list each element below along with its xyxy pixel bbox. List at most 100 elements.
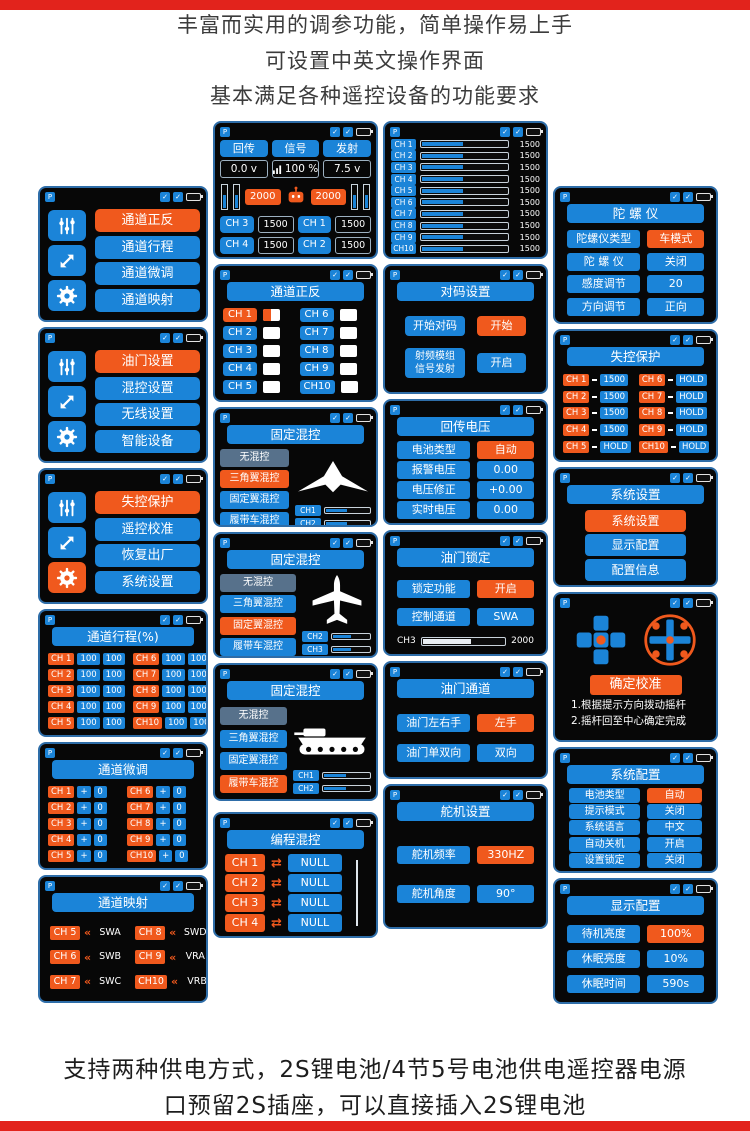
reverse-checkbox[interactable]	[263, 309, 280, 321]
trim-value[interactable]: 0	[93, 850, 107, 862]
trim-sign[interactable]: +	[156, 818, 170, 830]
setting-value[interactable]: 100%	[647, 925, 704, 943]
travel-value[interactable]: 100	[187, 701, 206, 713]
mix-target[interactable]: NULL	[287, 914, 342, 932]
sliders-icon[interactable]	[48, 351, 86, 382]
gear-icon[interactable]	[48, 421, 86, 452]
trim-sign[interactable]: +	[156, 786, 170, 798]
stick-arrows-icon[interactable]	[48, 245, 86, 276]
travel-value[interactable]: 100	[102, 653, 125, 665]
menu-item-channel-reverse[interactable]: 通道正反	[95, 209, 200, 233]
trim-value[interactable]: 0	[93, 802, 107, 814]
option-tank-mix[interactable]: 履带车混控	[220, 512, 289, 525]
mapping-source[interactable]: SWC	[99, 975, 122, 987]
sliders-icon[interactable]	[48, 492, 86, 523]
gear-icon[interactable]	[48, 280, 86, 311]
setting-value[interactable]: 关闭	[647, 804, 702, 820]
setting-value[interactable]: 590s	[647, 975, 704, 993]
reverse-checkbox[interactable]	[339, 327, 357, 339]
setting-value[interactable]: 车模式	[647, 230, 704, 249]
trim-sign[interactable]: +	[156, 834, 170, 846]
trim-sign[interactable]: +	[159, 850, 173, 862]
travel-value[interactable]: 100	[187, 653, 206, 665]
mapping-source[interactable]: SWD	[183, 926, 207, 938]
reverse-checkbox[interactable]	[263, 327, 280, 339]
travel-value[interactable]: 100	[77, 653, 100, 665]
travel-value[interactable]: 100	[77, 685, 100, 697]
setting-value[interactable]: 90°	[477, 885, 534, 904]
stick-arrows-icon[interactable]	[48, 386, 86, 417]
gear-icon[interactable]	[48, 562, 86, 593]
setting-value[interactable]: 正向	[647, 297, 704, 316]
travel-value[interactable]: 100	[77, 717, 100, 729]
trim-sign[interactable]: +	[77, 786, 91, 798]
travel-value[interactable]: 100	[187, 669, 206, 681]
mix-target[interactable]: NULL	[287, 874, 342, 892]
confirm-calibration-button[interactable]: 确定校准	[589, 675, 682, 695]
setting-value[interactable]: 0.00	[477, 501, 534, 519]
trim-sign[interactable]: +	[77, 802, 91, 814]
mix-target[interactable]: NULL	[287, 854, 342, 872]
reverse-checkbox[interactable]	[339, 309, 357, 321]
trim-value[interactable]: 0	[172, 834, 186, 846]
mapping-source[interactable]: SWA	[99, 926, 121, 938]
menu-item-channel-trim[interactable]: 通道微调	[95, 262, 200, 286]
menu-item-mix-setting[interactable]: 混控设置	[95, 376, 200, 400]
setting-value[interactable]: 关闭	[647, 852, 702, 868]
trim-sign[interactable]: +	[77, 834, 91, 846]
option-fixed-wing-mix[interactable]: 固定翼混控	[220, 491, 289, 509]
failsafe-value[interactable]: 1500	[600, 390, 629, 403]
trim-value[interactable]: 0	[172, 802, 186, 814]
menu-item-calibration[interactable]: 遥控校准	[95, 517, 200, 541]
failsafe-value[interactable]: HOLD	[676, 373, 707, 386]
menu-item-system-setting[interactable]: 系统设置	[95, 570, 200, 594]
menu-item-factory-reset[interactable]: 恢复出厂	[95, 544, 200, 568]
mix-target[interactable]: NULL	[287, 894, 342, 912]
trim-value[interactable]: 0	[93, 834, 107, 846]
setting-value[interactable]: 开启	[647, 836, 702, 852]
menu-item-display-config[interactable]: 显示配置	[585, 534, 686, 556]
mapping-source[interactable]: VRB	[187, 975, 207, 987]
failsafe-value[interactable]: 1500	[600, 407, 629, 420]
trim-value[interactable]: 0	[172, 818, 186, 830]
menu-item-throttle-setting[interactable]: 油门设置	[95, 350, 200, 374]
mapping-source[interactable]: SWB	[99, 951, 122, 962]
travel-value[interactable]: 100	[162, 653, 185, 665]
setting-value[interactable]: SWA	[477, 608, 534, 626]
setting-value[interactable]: +0.00	[477, 481, 534, 499]
failsafe-value[interactable]: HOLD	[676, 424, 707, 437]
travel-value[interactable]: 100	[162, 685, 185, 697]
setting-value[interactable]: 自动	[647, 788, 702, 804]
reverse-checkbox[interactable]	[339, 363, 357, 375]
setting-value[interactable]: 中文	[647, 820, 702, 836]
setting-value[interactable]: 20	[647, 275, 704, 294]
reverse-checkbox[interactable]	[263, 381, 280, 393]
travel-value[interactable]: 100	[165, 717, 188, 729]
setting-value[interactable]: 关闭	[647, 252, 704, 271]
trim-value[interactable]: 0	[93, 786, 107, 798]
travel-value[interactable]: 100	[102, 669, 125, 681]
menu-item-channel-mapping[interactable]: 通道映射	[95, 288, 200, 312]
setting-value[interactable]: 10%	[647, 950, 704, 968]
menu-item-failsafe[interactable]: 失控保护	[95, 491, 200, 515]
reverse-checkbox[interactable]	[340, 381, 358, 393]
mapping-source[interactable]: VRA	[185, 951, 205, 962]
travel-value[interactable]: 100	[77, 701, 100, 713]
trim-sign[interactable]: +	[156, 802, 170, 814]
menu-item-smart-device[interactable]: 智能设备	[95, 429, 200, 453]
travel-value[interactable]: 100	[102, 701, 125, 713]
throttle-slider[interactable]	[420, 636, 507, 646]
option-tank-mix[interactable]: 履带车混控	[220, 775, 287, 794]
travel-value[interactable]: 100	[102, 717, 125, 729]
setting-value[interactable]: 330HZ	[477, 845, 534, 864]
setting-value[interactable]: 开启	[477, 580, 534, 598]
setting-value[interactable]: 双向	[477, 744, 534, 763]
option-no-mix[interactable]: 无混控	[220, 706, 287, 725]
travel-value[interactable]: 100	[102, 685, 125, 697]
option-tank-mix[interactable]: 履带车混控	[220, 637, 296, 656]
menu-item-config-info[interactable]: 配置信息	[585, 558, 686, 581]
failsafe-value[interactable]: HOLD	[678, 441, 710, 454]
trim-sign[interactable]: +	[77, 850, 91, 862]
menu-item-channel-travel[interactable]: 通道行程	[95, 235, 200, 259]
menu-item-system-setting[interactable]: 系统设置	[585, 509, 686, 532]
